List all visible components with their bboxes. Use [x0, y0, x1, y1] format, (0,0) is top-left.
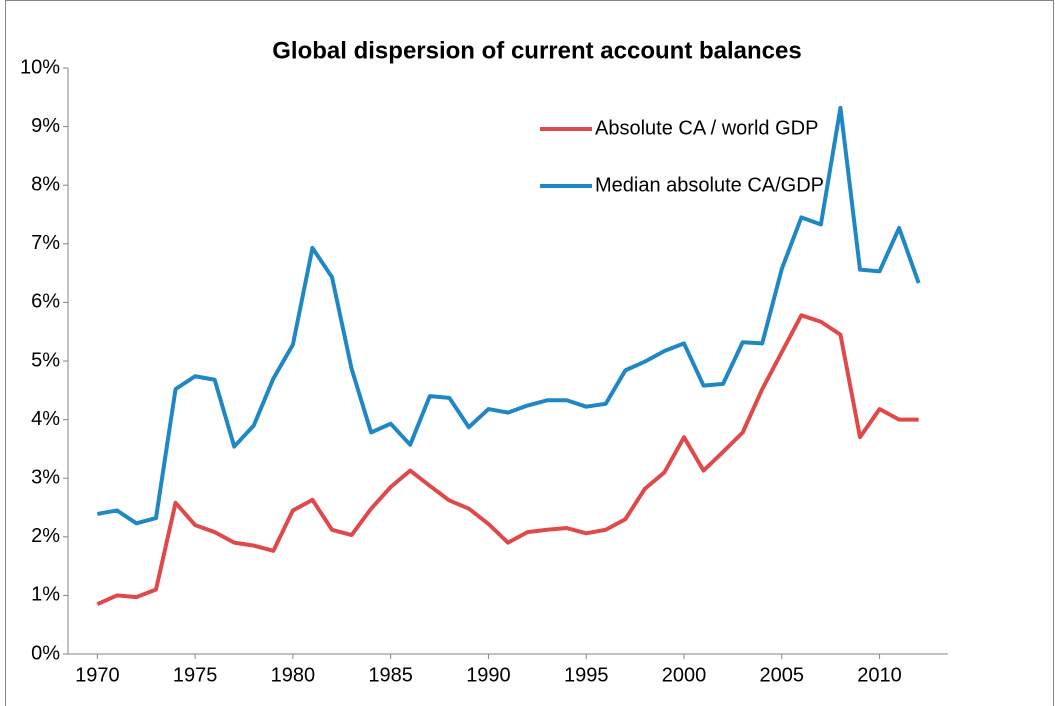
y-tick-label: 1% — [31, 584, 60, 606]
x-tick-label: 1985 — [368, 664, 413, 686]
x-tick-label: 2005 — [760, 664, 805, 686]
y-tick-label: 10% — [20, 56, 60, 78]
x-tick-label: 2010 — [857, 664, 902, 686]
y-tick-label: 7% — [31, 232, 60, 254]
y-tick-label: 0% — [31, 642, 60, 664]
legend-label: Absolute CA / world GDP — [595, 117, 818, 139]
legend-label: Median absolute CA/GDP — [595, 174, 824, 196]
x-tick-label: 2000 — [662, 664, 707, 686]
x-tick-label: 1995 — [564, 664, 609, 686]
series-line — [96, 313, 919, 607]
x-tick-label: 1975 — [173, 664, 218, 686]
x-tick-label: 1970 — [75, 664, 120, 686]
x-tick-label: 1990 — [466, 664, 511, 686]
y-tick-label: 4% — [31, 408, 60, 430]
x-tick-label: 1980 — [271, 664, 316, 686]
y-tick-label: 5% — [31, 349, 60, 371]
y-tick-label: 9% — [31, 115, 60, 137]
y-tick-label: 6% — [31, 291, 60, 313]
y-tick-label: 2% — [31, 525, 60, 547]
y-tick-label: 8% — [31, 173, 60, 195]
series-line — [96, 105, 921, 526]
chart-frame — [5, 0, 1054, 706]
chart-title: Global dispersion of current account bal… — [272, 37, 801, 64]
y-tick-label: 3% — [31, 466, 60, 488]
